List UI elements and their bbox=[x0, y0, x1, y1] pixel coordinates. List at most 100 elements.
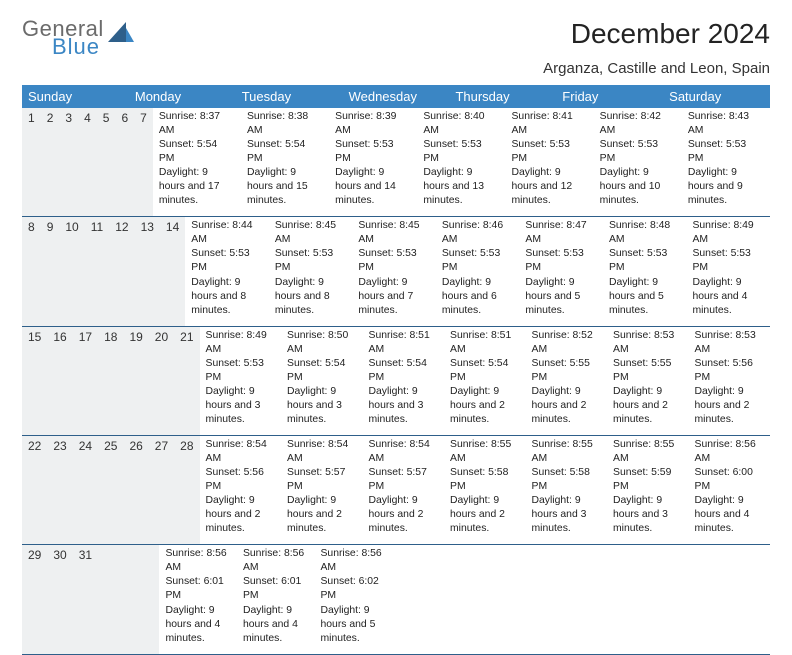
day-data-row: Sunrise: 8:37 AMSunset: 5:54 PMDaylight:… bbox=[153, 108, 770, 216]
day-number: 26 bbox=[123, 436, 148, 544]
sunrise-text: Sunrise: 8:51 AM bbox=[369, 329, 439, 357]
day-number bbox=[129, 545, 144, 653]
header: General Blue December 2024 Arganza, Cast… bbox=[22, 18, 770, 77]
sunset-text: Sunset: 5:53 PM bbox=[191, 247, 263, 275]
day-cell: Sunrise: 8:44 AMSunset: 5:53 PMDaylight:… bbox=[185, 217, 269, 325]
day-number: 19 bbox=[123, 327, 148, 435]
daylight-text: Daylight: 9 hours and 17 minutes. bbox=[159, 166, 235, 208]
sunset-text: Sunset: 5:56 PM bbox=[206, 466, 276, 494]
day-cell: Sunrise: 8:56 AMSunset: 6:01 PMDaylight:… bbox=[159, 545, 237, 653]
day-data-row: Sunrise: 8:56 AMSunset: 6:01 PMDaylight:… bbox=[159, 545, 702, 653]
day-header: Wednesday bbox=[343, 85, 450, 108]
day-data-row: Sunrise: 8:54 AMSunset: 5:56 PMDaylight:… bbox=[200, 436, 770, 544]
day-cell: Sunrise: 8:48 AMSunset: 5:53 PMDaylight:… bbox=[603, 217, 687, 325]
sunrise-text: Sunrise: 8:50 AM bbox=[287, 329, 357, 357]
sunrise-text: Sunrise: 8:39 AM bbox=[335, 110, 411, 138]
sunrise-text: Sunrise: 8:51 AM bbox=[450, 329, 520, 357]
day-cell: Sunrise: 8:47 AMSunset: 5:53 PMDaylight:… bbox=[519, 217, 603, 325]
logo: General Blue bbox=[22, 18, 134, 58]
sunrise-text: Sunrise: 8:45 AM bbox=[358, 219, 430, 247]
day-number: 24 bbox=[73, 436, 98, 544]
day-number-row: 15161718192021 bbox=[22, 327, 200, 435]
day-data-row: Sunrise: 8:49 AMSunset: 5:53 PMDaylight:… bbox=[200, 327, 770, 435]
daylight-text: Daylight: 9 hours and 4 minutes. bbox=[243, 604, 309, 646]
daylight-text: Daylight: 9 hours and 15 minutes. bbox=[247, 166, 323, 208]
day-number: 5 bbox=[97, 108, 116, 216]
sunrise-text: Sunrise: 8:49 AM bbox=[692, 219, 764, 247]
day-cell: Sunrise: 8:53 AMSunset: 5:55 PMDaylight:… bbox=[607, 327, 689, 435]
week: 15161718192021Sunrise: 8:49 AMSunset: 5:… bbox=[22, 327, 770, 436]
day-number: 14 bbox=[160, 217, 185, 325]
day-cell bbox=[625, 545, 703, 653]
sunset-text: Sunset: 6:00 PM bbox=[695, 466, 765, 494]
sunrise-text: Sunrise: 8:53 AM bbox=[695, 329, 765, 357]
sunrise-text: Sunrise: 8:37 AM bbox=[159, 110, 235, 138]
day-header: Friday bbox=[556, 85, 663, 108]
sunrise-text: Sunrise: 8:43 AM bbox=[688, 110, 764, 138]
sunset-text: Sunset: 5:53 PM bbox=[600, 138, 676, 166]
sunset-text: Sunset: 5:55 PM bbox=[532, 357, 602, 385]
day-number-row: 293031 bbox=[22, 545, 159, 653]
day-cell: Sunrise: 8:51 AMSunset: 5:54 PMDaylight:… bbox=[363, 327, 445, 435]
day-header: Tuesday bbox=[236, 85, 343, 108]
sunset-text: Sunset: 5:53 PM bbox=[525, 247, 597, 275]
day-cell: Sunrise: 8:56 AMSunset: 6:02 PMDaylight:… bbox=[314, 545, 392, 653]
day-cell: Sunrise: 8:42 AMSunset: 5:53 PMDaylight:… bbox=[594, 108, 682, 216]
day-number: 1 bbox=[22, 108, 41, 216]
day-number: 29 bbox=[22, 545, 47, 653]
day-number: 31 bbox=[73, 545, 98, 653]
day-cell: Sunrise: 8:56 AMSunset: 6:01 PMDaylight:… bbox=[237, 545, 315, 653]
sunrise-text: Sunrise: 8:42 AM bbox=[600, 110, 676, 138]
day-number: 13 bbox=[135, 217, 160, 325]
daylight-text: Daylight: 9 hours and 6 minutes. bbox=[442, 276, 514, 318]
logo-text-blue: Blue bbox=[52, 36, 104, 58]
sunrise-text: Sunrise: 8:46 AM bbox=[442, 219, 514, 247]
day-cell: Sunrise: 8:55 AMSunset: 5:58 PMDaylight:… bbox=[444, 436, 526, 544]
sunrise-text: Sunrise: 8:49 AM bbox=[206, 329, 276, 357]
day-header: Thursday bbox=[449, 85, 556, 108]
day-number bbox=[144, 545, 159, 653]
day-cell bbox=[547, 545, 625, 653]
day-number: 22 bbox=[22, 436, 47, 544]
day-cell: Sunrise: 8:49 AMSunset: 5:53 PMDaylight:… bbox=[200, 327, 282, 435]
day-cell: Sunrise: 8:51 AMSunset: 5:54 PMDaylight:… bbox=[444, 327, 526, 435]
week: 293031 Sunrise: 8:56 AMSunset: 6:01 PMDa… bbox=[22, 545, 770, 654]
day-cell: Sunrise: 8:54 AMSunset: 5:57 PMDaylight:… bbox=[363, 436, 445, 544]
sunrise-text: Sunrise: 8:54 AM bbox=[369, 438, 439, 466]
daylight-text: Daylight: 9 hours and 3 minutes. bbox=[532, 494, 602, 536]
day-header: Monday bbox=[129, 85, 236, 108]
day-number: 16 bbox=[47, 327, 72, 435]
day-cell: Sunrise: 8:54 AMSunset: 5:57 PMDaylight:… bbox=[281, 436, 363, 544]
daylight-text: Daylight: 9 hours and 7 minutes. bbox=[358, 276, 430, 318]
sunrise-text: Sunrise: 8:55 AM bbox=[532, 438, 602, 466]
sunset-text: Sunset: 5:53 PM bbox=[442, 247, 514, 275]
day-number: 8 bbox=[22, 217, 41, 325]
week: 891011121314Sunrise: 8:44 AMSunset: 5:53… bbox=[22, 217, 770, 326]
sunrise-text: Sunrise: 8:40 AM bbox=[423, 110, 499, 138]
sunrise-text: Sunrise: 8:55 AM bbox=[613, 438, 683, 466]
week: 22232425262728Sunrise: 8:54 AMSunset: 5:… bbox=[22, 436, 770, 545]
day-header: Sunday bbox=[22, 85, 129, 108]
sunset-text: Sunset: 5:54 PM bbox=[287, 357, 357, 385]
day-cell: Sunrise: 8:45 AMSunset: 5:53 PMDaylight:… bbox=[352, 217, 436, 325]
day-number: 20 bbox=[149, 327, 174, 435]
daylight-text: Daylight: 9 hours and 5 minutes. bbox=[609, 276, 681, 318]
day-cell: Sunrise: 8:46 AMSunset: 5:53 PMDaylight:… bbox=[436, 217, 520, 325]
sunrise-text: Sunrise: 8:54 AM bbox=[206, 438, 276, 466]
sunset-text: Sunset: 5:53 PM bbox=[275, 247, 347, 275]
sunset-text: Sunset: 5:53 PM bbox=[609, 247, 681, 275]
sunset-text: Sunset: 6:01 PM bbox=[165, 575, 231, 603]
sunrise-text: Sunrise: 8:52 AM bbox=[532, 329, 602, 357]
day-number bbox=[113, 545, 128, 653]
sunrise-text: Sunrise: 8:54 AM bbox=[287, 438, 357, 466]
sunset-text: Sunset: 5:58 PM bbox=[450, 466, 520, 494]
sunset-text: Sunset: 5:53 PM bbox=[358, 247, 430, 275]
daylight-text: Daylight: 9 hours and 2 minutes. bbox=[450, 385, 520, 427]
day-number: 6 bbox=[115, 108, 134, 216]
day-number: 17 bbox=[73, 327, 98, 435]
daylight-text: Daylight: 9 hours and 4 minutes. bbox=[692, 276, 764, 318]
sunset-text: Sunset: 5:57 PM bbox=[287, 466, 357, 494]
day-number: 10 bbox=[59, 217, 84, 325]
sunrise-text: Sunrise: 8:53 AM bbox=[613, 329, 683, 357]
sunset-text: Sunset: 5:56 PM bbox=[695, 357, 765, 385]
